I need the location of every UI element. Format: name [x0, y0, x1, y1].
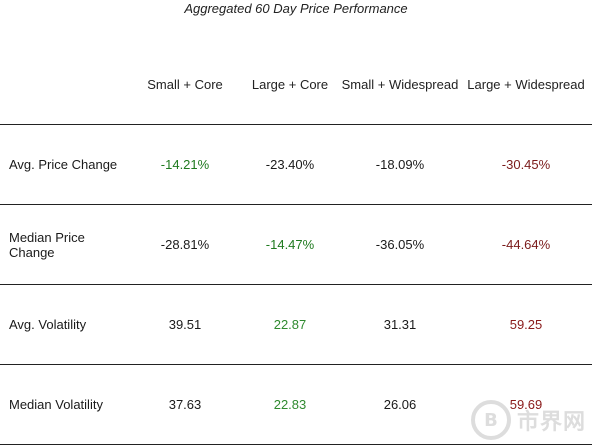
column-header-large-core: Large + Core	[240, 44, 340, 125]
table-cell: -44.64%	[460, 204, 592, 285]
table-row: Avg. Volatility 39.51 22.87 31.31 59.25	[0, 284, 592, 365]
table-cell: 37.63	[130, 364, 240, 445]
column-header-metric	[0, 44, 130, 125]
table-row: Avg. Price Change -14.21% -23.40% -18.09…	[0, 124, 592, 205]
performance-table: Small + Core Large + Core Small + Widesp…	[0, 44, 592, 445]
row-label: Avg. Price Change	[0, 124, 130, 205]
table-cell: -14.21%	[130, 124, 240, 205]
table-cell: 31.31	[340, 284, 460, 365]
table-cell: -28.81%	[130, 204, 240, 285]
table-cell: -36.05%	[340, 204, 460, 285]
row-label: Median Price Change	[0, 204, 130, 285]
column-header-small-widespread: Small + Widespread	[340, 44, 460, 125]
row-label: Avg. Volatility	[0, 284, 130, 365]
table-row: Median Price Change -28.81% -14.47% -36.…	[0, 204, 592, 285]
row-label: Median Volatility	[0, 364, 130, 445]
header-row: Small + Core Large + Core Small + Widesp…	[0, 44, 592, 125]
bitcoin-icon: B	[470, 400, 511, 440]
column-header-small-core: Small + Core	[130, 44, 240, 125]
table-cell: 26.06	[340, 364, 460, 445]
table-cell: 22.83	[240, 364, 340, 445]
table-cell: -30.45%	[460, 124, 592, 205]
watermark-text: 市界网	[516, 410, 586, 435]
table-cell: 59.25	[460, 284, 592, 365]
table-row: Median Volatility 37.63 22.83 26.06 59.6…	[0, 364, 592, 445]
table-title: Aggregated 60 Day Price Performance	[184, 1, 408, 16]
table-cell: 22.87	[240, 284, 340, 365]
table-cell: -18.09%	[340, 124, 460, 205]
table-cell: -23.40%	[240, 124, 340, 205]
table-cell: 39.51	[130, 284, 240, 365]
column-header-large-widespread: Large + Widespread	[460, 44, 592, 125]
watermark-logo: B 市界网	[470, 400, 586, 440]
table-cell: -14.47%	[240, 204, 340, 285]
